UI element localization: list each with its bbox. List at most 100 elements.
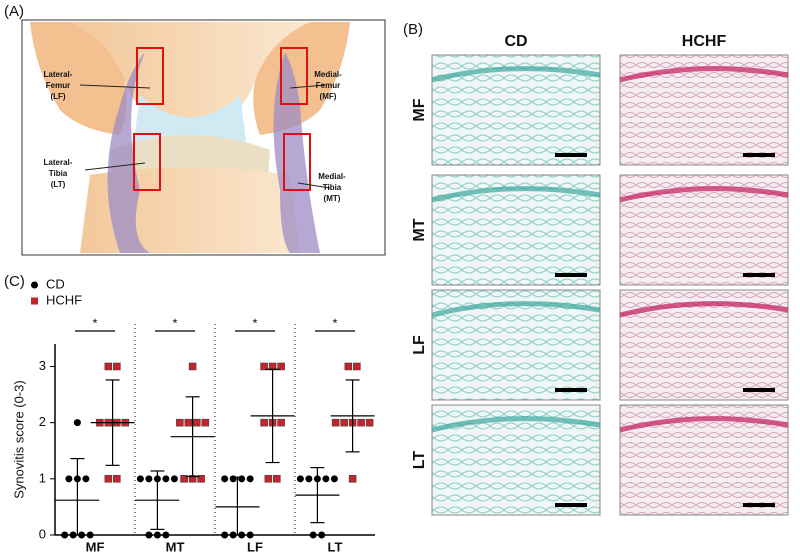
data-point [136, 475, 144, 483]
data-point [277, 418, 285, 427]
significance-label: * [252, 315, 257, 330]
row-header: MT [411, 218, 428, 241]
data-point [82, 475, 90, 483]
region-label: (MT) [324, 194, 341, 203]
y-tick-label: 1 [39, 470, 46, 485]
data-point [357, 418, 365, 427]
x-tick-label: MF [86, 539, 105, 554]
region-label: (LF) [50, 92, 65, 101]
region-label: (LT) [51, 180, 66, 189]
scale-bar [743, 153, 775, 157]
region-label: Femur [316, 81, 340, 90]
data-point [221, 531, 229, 539]
data-point [104, 475, 113, 483]
data-point [145, 531, 153, 539]
row-header: MF [411, 98, 428, 121]
data-point [344, 362, 353, 371]
tissue-edge [431, 186, 601, 203]
region-label: Medial- [314, 70, 342, 79]
region-label: Lateral- [44, 158, 73, 167]
data-point [184, 418, 193, 427]
data-point [273, 475, 281, 483]
data-point [260, 362, 268, 371]
significance-label: * [92, 315, 97, 330]
data-point [153, 531, 161, 539]
scale-bar [555, 153, 587, 157]
significance-label: * [332, 315, 337, 330]
data-point [330, 475, 338, 483]
data-point [277, 362, 285, 371]
data-point [221, 475, 229, 483]
data-point [170, 475, 178, 483]
data-point [61, 531, 69, 539]
data-point [353, 362, 361, 371]
data-point [78, 531, 86, 539]
data-point [229, 531, 237, 539]
data-point [162, 531, 170, 539]
data-point [318, 531, 326, 539]
tissue-edge [619, 186, 789, 203]
legend-label: HCHF [46, 292, 82, 307]
data-point [188, 362, 197, 371]
data-point [348, 475, 357, 483]
data-point [260, 418, 268, 427]
legend-marker [31, 297, 38, 305]
tissue-edge [431, 416, 601, 433]
tissue-edge [431, 66, 601, 83]
data-point [197, 475, 205, 483]
data-point [296, 475, 304, 483]
data-point [65, 475, 73, 483]
x-tick-label: MT [166, 539, 185, 554]
legend-label: CD [46, 276, 65, 291]
data-point [69, 531, 77, 539]
data-point [305, 475, 313, 483]
data-point [340, 418, 348, 427]
data-point [322, 475, 330, 483]
y-tick-label: 3 [39, 358, 46, 373]
tissue-edge [619, 66, 789, 83]
scale-bar [555, 388, 587, 392]
scale-bar [555, 273, 587, 277]
data-point [193, 418, 201, 427]
panel-label: (A) [4, 3, 24, 20]
legend-marker [31, 281, 38, 289]
x-tick-label: LF [247, 539, 263, 554]
data-point [73, 419, 81, 427]
data-point [365, 418, 374, 427]
tissue-edge [619, 301, 789, 318]
data-point [331, 418, 340, 427]
data-point [229, 475, 237, 483]
data-point [309, 531, 317, 539]
region-label: Lateral- [44, 70, 73, 79]
row-header: LT [411, 451, 428, 470]
data-point [176, 418, 184, 427]
tissue-edge [431, 301, 601, 318]
panel-label: (C) [4, 273, 25, 290]
knee-diagram [30, 22, 350, 253]
column-header: HCHF [682, 33, 727, 50]
region-label: (MF) [320, 92, 337, 101]
scale-bar [743, 503, 775, 507]
y-tick-label: 0 [39, 526, 46, 541]
tissue-edge [619, 416, 789, 433]
region-label: Medial- [318, 172, 346, 181]
x-tick-label: LT [328, 539, 343, 554]
data-point [238, 531, 246, 539]
data-point [104, 362, 113, 371]
scale-bar [743, 273, 775, 277]
data-point [162, 475, 170, 483]
region-label: Tibia [49, 169, 68, 178]
panel-label: (B) [403, 21, 423, 38]
region-label: Tibia [323, 183, 342, 192]
data-point [238, 475, 246, 483]
column-header: CD [504, 33, 527, 50]
significance-label: * [172, 315, 177, 330]
data-point [246, 531, 254, 539]
data-point [201, 418, 210, 427]
scale-bar [555, 503, 587, 507]
data-point [113, 475, 121, 483]
y-axis-label: Synovitis score (0-3) [11, 380, 26, 498]
data-point [145, 475, 153, 483]
data-point [113, 362, 121, 371]
